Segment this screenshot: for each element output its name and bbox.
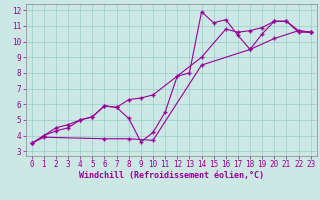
X-axis label: Windchill (Refroidissement éolien,°C): Windchill (Refroidissement éolien,°C) — [79, 171, 264, 180]
